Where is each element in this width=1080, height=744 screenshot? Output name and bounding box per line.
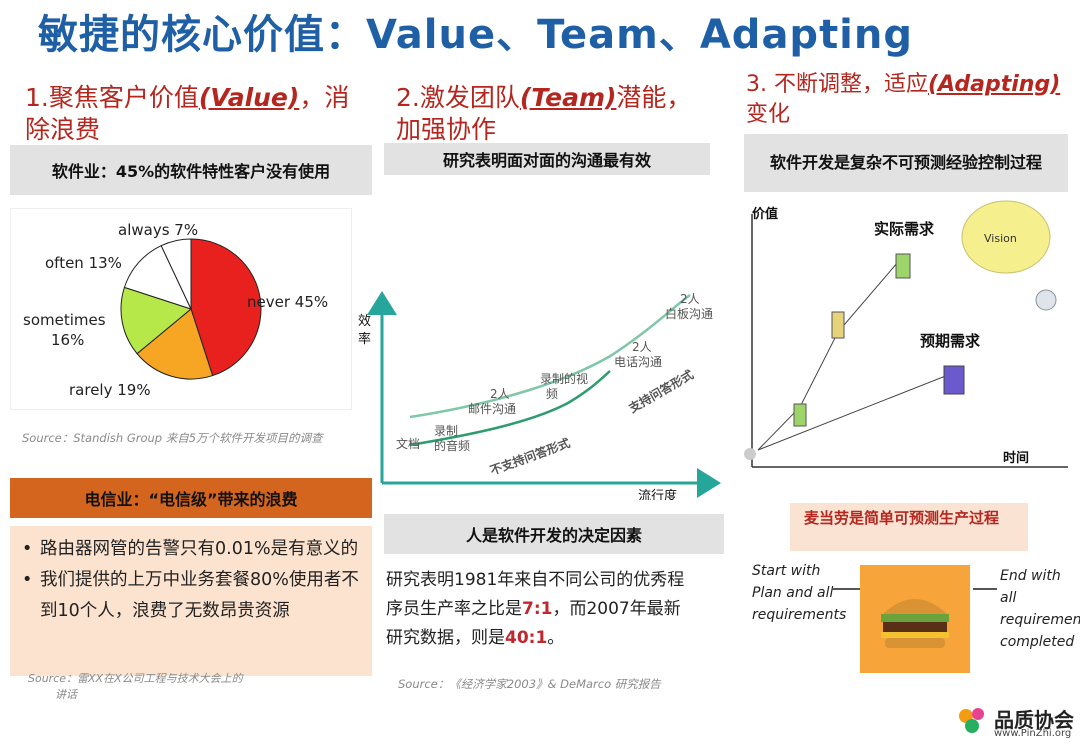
milestone-3	[895, 253, 911, 279]
page-title: 敏捷的核心价值：Value、Team、Adapting	[38, 12, 914, 58]
value-time-diagram: 价值 时间 实际需求 预期需求 Vision	[744, 200, 1068, 468]
label-doc: 文档	[396, 436, 420, 451]
label-no-qa: 不支持问答形式	[488, 435, 572, 478]
pie-label-sometimes-2: 16%	[51, 331, 84, 349]
section1-bottom-source-2: 讲话	[55, 688, 77, 701]
section1-heading: 1.聚焦客户价值(Value)，消 除浪费	[25, 83, 350, 144]
telecom-bullets-panel: 路由器网管的告警只有0.01%是有意义的 我们提供的上万中业务套餐80%使用者不…	[10, 526, 372, 676]
logo-url: www.PinZhi.org	[994, 728, 1072, 739]
label-whiteboard-2: 白板沟通	[665, 306, 713, 321]
pie-chart: always 7% often 13% never 45% sometimes …	[23, 221, 328, 399]
label-audio-1: 录制	[434, 424, 458, 438]
x-axis-label: 流行度	[638, 488, 677, 500]
no-qa-curve	[409, 370, 611, 447]
label-email-1: 2人	[490, 387, 510, 401]
pie-slice-always	[160, 238, 192, 310]
y-axis-label-2: 率	[358, 331, 371, 347]
burger-image	[860, 565, 970, 673]
section1-source: Source：Standish Group 来自5万个软件开发项目的调查	[22, 431, 323, 445]
burger-icon	[881, 599, 949, 648]
mcdonalds-box: 麦当劳是简单可预测生产过程	[790, 503, 1028, 551]
pie-label-sometimes-1: sometimes	[23, 311, 106, 329]
section2-source: Source：《经济学家2003》& DeMarco 研究报告	[398, 677, 661, 691]
label-video-2: 频	[546, 387, 558, 401]
flow-arrow-right	[973, 588, 997, 590]
telecom-waste-box: 电信业：“电信级”带来的浪费	[10, 478, 372, 518]
software-waste-box: 软件业：45%的软件特性客户没有使用	[10, 145, 372, 195]
logo-icon	[959, 708, 984, 733]
label-video-1: 录制的视	[540, 371, 588, 386]
vision-cloud	[961, 200, 1051, 274]
actual-label: 实际需求	[874, 220, 935, 238]
pie-label-often: often 13%	[45, 254, 122, 272]
people-factor-box: 人是软件开发的决定因素	[384, 514, 724, 554]
communication-diagram: 效 率 流行度 文档 录制 的音频 2人 邮件沟通 录制的视 频 2人 电话沟通…	[358, 291, 721, 500]
end-note: End with all requirements completed	[1000, 568, 1080, 650]
bullet-item: 路由器网管的告警只有0.01%是有意义的	[20, 534, 362, 565]
time-axis-label: 时间	[1003, 450, 1029, 466]
label-phone-1: 2人	[632, 340, 652, 354]
expected-line	[757, 374, 949, 451]
expected-block	[943, 365, 965, 395]
pie-slice-rarely	[136, 308, 214, 380]
y-axis-label-1: 效	[358, 314, 371, 329]
section2-heading: 2.激发团队(Team)潜能， 加强协作	[396, 83, 692, 144]
customer-icon	[1035, 289, 1057, 311]
communication-box: 研究表明面对面的沟通最有效	[384, 143, 710, 175]
productivity-paragraph: 研究表明1981年来自不同公司的优秀程 序员生产率之比是7:1，而2007年最新…	[386, 570, 685, 648]
vision-label: Vision	[984, 232, 1017, 245]
section3-heading: 3. 不断调整，适应(Adapting) 变化	[746, 72, 1061, 127]
milestone-2	[831, 311, 845, 339]
section1-bottom-source-1: Source：雷XX在X公司工程与技术大会上的	[28, 672, 243, 685]
label-audio-2: 的音频	[434, 438, 470, 453]
pie-label-rarely: rarely 19%	[69, 381, 151, 399]
pie-slice-sometimes	[120, 286, 193, 355]
logo-name: 品质协会	[994, 708, 1074, 732]
pie-label-never: never 45%	[247, 293, 328, 311]
flow-arrow-left	[832, 588, 860, 590]
team-icon	[744, 448, 756, 460]
value-axis-label: 价值	[752, 206, 778, 222]
bullet-item: 我们提供的上万中业务套餐80%使用者不到10个人，浪费了无数昂贵资源	[20, 565, 362, 627]
label-email-2: 邮件沟通	[468, 402, 516, 416]
qa-curve	[409, 294, 691, 419]
pie-label-always: always 7%	[118, 221, 198, 239]
actual-path	[757, 261, 899, 451]
label-qa: 支持问答形式	[625, 367, 696, 416]
start-note: Start with Plan and all requirements	[752, 563, 847, 623]
label-whiteboard-1: 2人	[680, 292, 700, 306]
pie-slice-often	[123, 244, 192, 310]
expected-label: 预期需求	[920, 332, 981, 350]
label-phone-2: 电话沟通	[614, 355, 662, 369]
pie-chart-panel: always 7% often 13% never 45% sometimes …	[10, 208, 352, 410]
milestone-1	[793, 403, 807, 427]
experience-control-box: 软件开发是复杂不可预测经验控制过程	[744, 134, 1068, 192]
pie-slice-never	[190, 238, 262, 377]
